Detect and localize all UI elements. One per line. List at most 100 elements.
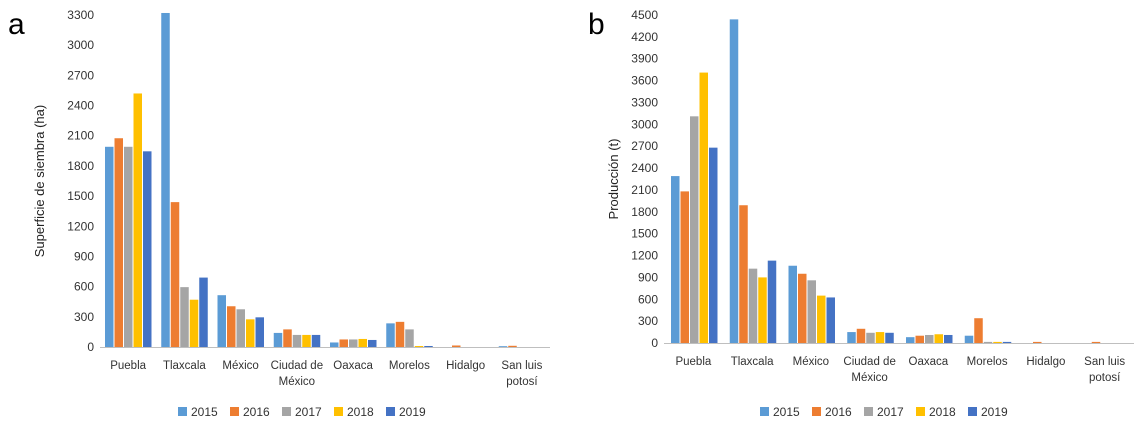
- legend-label-2015: 2015: [191, 405, 218, 419]
- bar-2016-2: [227, 306, 236, 347]
- bar-2016-7: [1091, 341, 1101, 343]
- category-label: Oaxaca: [909, 356, 949, 368]
- bar-2018-2: [817, 295, 826, 343]
- bar-2017-3: [292, 334, 302, 347]
- legend-swatch-2018: [334, 407, 343, 416]
- bar-2016-6: [1033, 341, 1042, 343]
- y-tick-label: 4500: [631, 8, 658, 22]
- legend-swatch-2019: [968, 407, 977, 416]
- bar-2015-5: [386, 323, 395, 347]
- legend-swatch-2018: [916, 407, 925, 416]
- bar-2018-0: [699, 72, 708, 344]
- bar-2015-4: [906, 337, 915, 343]
- y-tick-label: 2700: [67, 68, 94, 82]
- bar-2016-0: [114, 138, 123, 347]
- y-tick-label: 3000: [67, 38, 94, 52]
- y-tick-label: 900: [638, 270, 658, 284]
- bar-2017-3: [866, 332, 875, 343]
- y-tick-label: 300: [74, 310, 94, 324]
- bar-2017-0: [690, 116, 699, 343]
- bar-2017-5: [983, 341, 993, 343]
- category-label: Tlaxcala: [163, 360, 206, 372]
- legend-swatch-2017: [282, 407, 291, 416]
- bar-2015-1: [161, 12, 170, 347]
- category-label: Hidalgo: [1026, 356, 1065, 368]
- category-label: Oaxaca: [333, 360, 373, 372]
- y-tick-label: 900: [74, 249, 94, 263]
- bar-2015-1: [729, 19, 739, 344]
- bar-2017-1: [180, 287, 189, 347]
- y-tick-label: 1500: [631, 227, 658, 241]
- bar-2019-2: [826, 297, 835, 343]
- bar-2017-5: [405, 329, 414, 347]
- bar-2018-2: [246, 319, 255, 347]
- category-label: Puebla: [110, 360, 146, 372]
- y-tick-label: 3600: [631, 74, 658, 88]
- bar-2015-3: [273, 332, 283, 347]
- bar-2016-3: [856, 328, 866, 343]
- y-tick-label: 2100: [631, 183, 658, 197]
- y-tick-label: 3300: [67, 8, 94, 22]
- y-tick-label: 1200: [67, 219, 94, 233]
- bar-2017-4: [925, 334, 934, 343]
- legend-swatch-2017: [864, 407, 873, 416]
- bar-2019-3: [885, 332, 894, 343]
- bar-2016-5: [395, 321, 405, 347]
- bar-2018-1: [189, 299, 199, 347]
- bar-2017-4: [349, 339, 358, 347]
- legend-label-2018: 2018: [347, 405, 374, 419]
- category-label: Ciudad de México: [843, 356, 895, 384]
- bar-2016-3: [283, 329, 292, 347]
- y-tick-label: 4200: [631, 30, 658, 44]
- panel-b-letter: b: [588, 8, 605, 41]
- bar-2016-1: [170, 202, 180, 347]
- bar-2019-5: [1002, 341, 1012, 343]
- bar-2019-4: [368, 339, 377, 347]
- bar-2018-4: [934, 334, 943, 343]
- bar-2015-5: [964, 335, 974, 343]
- bar-2016-4: [339, 339, 348, 347]
- category-label: México: [793, 356, 829, 368]
- legend-label-2018: 2018: [929, 405, 956, 419]
- bar-2015-0: [671, 176, 680, 343]
- category-label: San luis potosí: [501, 360, 542, 388]
- bar-2018-5: [414, 345, 424, 347]
- category-label: Puebla: [675, 356, 711, 368]
- category-label: Hidalgo: [446, 360, 485, 372]
- bar-2015-4: [330, 342, 339, 347]
- bar-2016-7: [508, 345, 517, 347]
- bar-2015-0: [105, 146, 114, 347]
- bar-2015-2: [788, 265, 797, 343]
- bar-2015-3: [847, 332, 856, 343]
- category-label: Morelos: [967, 356, 1008, 368]
- y-tick-label: 3300: [631, 95, 658, 109]
- bar-2018-3: [302, 334, 311, 347]
- legend-swatch-2016: [230, 407, 239, 416]
- y-tick-label: 3000: [631, 117, 658, 131]
- bar-2017-2: [236, 309, 245, 347]
- bar-2017-2: [807, 280, 816, 343]
- bar-2015-2: [217, 295, 226, 347]
- legend-swatch-2015: [760, 407, 769, 416]
- y-tick-label: 0: [651, 336, 658, 350]
- bar-2018-1: [758, 277, 767, 343]
- bar-2019-1: [767, 260, 777, 343]
- y-tick-label: 2700: [631, 139, 658, 153]
- y-tick-label: 2400: [67, 99, 94, 113]
- y-tick-label: 1800: [631, 205, 658, 219]
- bar-2019-1: [199, 277, 208, 347]
- bar-2018-4: [358, 338, 367, 347]
- bar-2019-4: [944, 334, 953, 343]
- bar-2016-1: [739, 205, 748, 343]
- y-axis-label: Producción (t): [606, 139, 621, 220]
- y-tick-label: 600: [638, 292, 658, 306]
- legend-swatch-2016: [812, 407, 821, 416]
- legend-label-2017: 2017: [877, 405, 904, 419]
- legend-label-2019: 2019: [399, 405, 426, 419]
- legend-swatch-2019: [386, 407, 395, 416]
- bar-2016-6: [452, 345, 461, 347]
- y-tick-label: 600: [74, 280, 94, 294]
- bar-2016-0: [680, 191, 689, 343]
- y-tick-label: 2400: [631, 161, 658, 175]
- y-tick-label: 1800: [67, 159, 94, 173]
